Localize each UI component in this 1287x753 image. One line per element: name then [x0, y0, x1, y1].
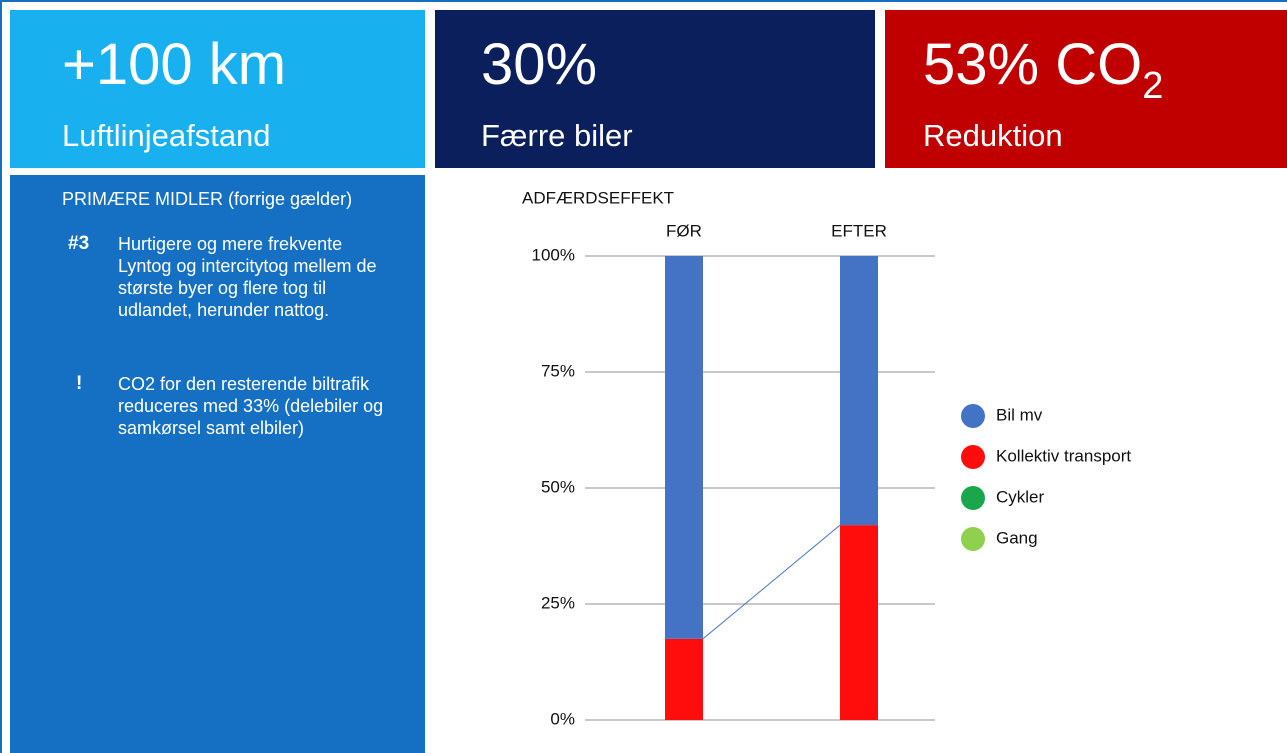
- bar-segment: [840, 525, 878, 720]
- legend-marker: [961, 486, 985, 510]
- y-tick-label: 75%: [541, 361, 575, 380]
- x-tick-label: EFTER: [831, 221, 887, 240]
- chart: ADFÆRDSEFFEKT 0% 25% 50% 75% 100% FØR EFTER Bil…: [522, 188, 1131, 728]
- tile-value-subscript: 2: [1142, 65, 1164, 107]
- bar-segment: [840, 256, 878, 526]
- legend-label: Kollektiv transport: [996, 446, 1131, 465]
- sidebar: PRIMÆRE MIDLER (forrige gælder) #3 Hurti…: [10, 175, 425, 753]
- tile-value: 30%: [481, 32, 598, 97]
- legend-label: Gang: [996, 528, 1038, 547]
- item-marker: #3: [68, 233, 90, 254]
- y-tick-label: 25%: [541, 593, 575, 612]
- legend-label: Bil mv: [996, 405, 1043, 424]
- x-tick-label: FØR: [666, 221, 702, 240]
- bar-segment: [665, 638, 703, 720]
- y-tick-label: 100%: [532, 245, 575, 264]
- item-text: Hurtigere og mere frekvente Lyntog og in…: [118, 234, 377, 320]
- tile: 30% Færre biler: [435, 10, 875, 168]
- legend-label: Cykler: [996, 487, 1045, 506]
- tile-value: 53% CO2: [923, 36, 1164, 107]
- tile-label: Færre biler: [481, 118, 633, 153]
- legend-marker: [961, 404, 985, 428]
- sidebar-heading: PRIMÆRE MIDLER (forrige gælder): [62, 189, 353, 209]
- tile: +100 km Luftlinjeafstand: [10, 10, 425, 168]
- connector-line: [702, 524, 841, 640]
- legend-marker: [961, 527, 985, 551]
- tile-label: Luftlinjeafstand: [62, 118, 271, 153]
- item-text: CO2 for den resterende biltrafik reducer…: [118, 374, 384, 438]
- legend-marker: [961, 445, 985, 469]
- tile-label: Reduktion: [923, 118, 1063, 153]
- tile: 53% CO2 Reduktion: [885, 10, 1287, 168]
- tile-value-text: 53% CO: [923, 32, 1143, 97]
- item-marker: !: [76, 373, 83, 394]
- tile-value: +100 km: [62, 32, 287, 97]
- y-tick-label: 50%: [541, 477, 575, 496]
- bar-segment: [665, 256, 703, 639]
- y-tick-label: 0%: [550, 709, 575, 728]
- chart-title: ADFÆRDSEFFEKT: [522, 188, 674, 207]
